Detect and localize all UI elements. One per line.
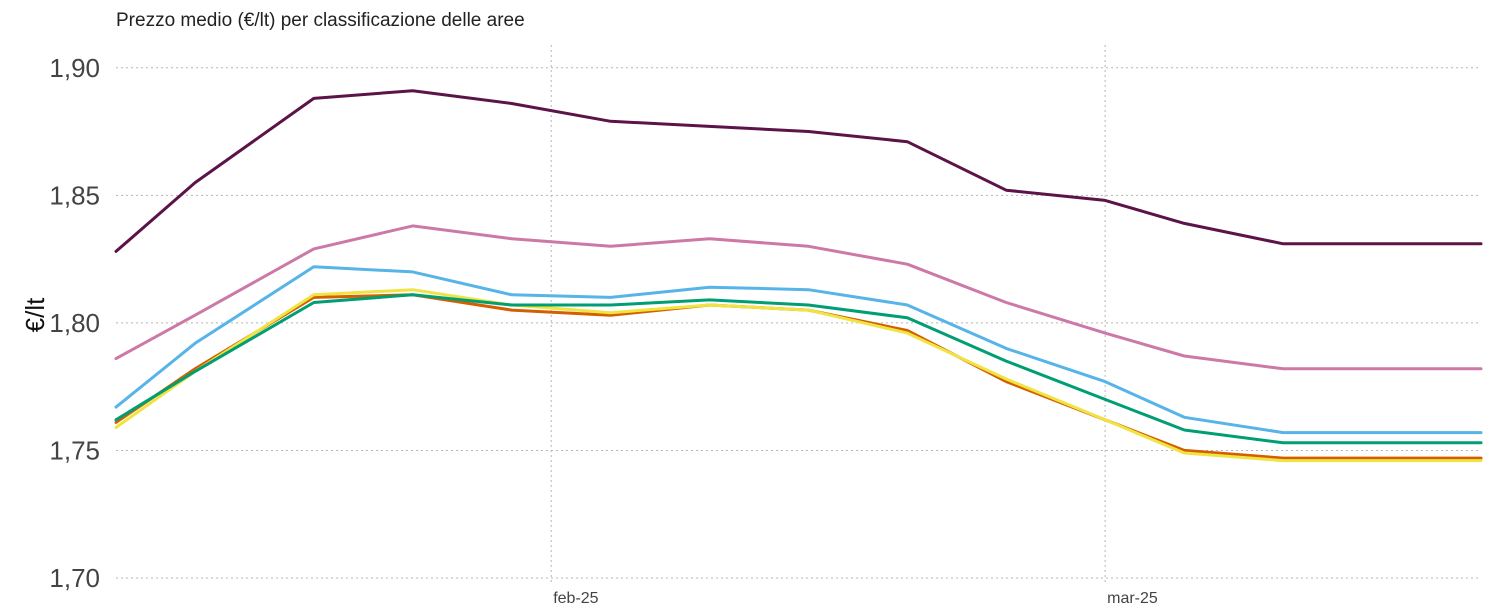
y-tick-label: 1,85 [49,180,100,210]
series-line-6 [114,293,1483,445]
series-line-4 [114,293,1483,460]
grid [116,45,1481,582]
y-tick-label: 1,80 [49,308,100,338]
x-axis-ticks: feb-25 mar-25 [553,590,1158,607]
y-tick-label: 1,75 [49,435,100,465]
series-line-3 [114,265,1483,435]
series-line-2 [114,224,1483,371]
y-tick-label: 1,70 [49,563,100,593]
y-tick-label: 1,90 [49,53,100,83]
series-lines [114,89,1483,463]
series-line-5 [114,288,1483,463]
x-tick-label: feb-25 [553,590,598,607]
y-axis-ticks: 1,70 1,75 1,80 1,85 1,90 [49,53,100,593]
series-line-1 [114,89,1483,253]
y-axis-label: €/lt [20,297,50,332]
x-tick-label: mar-25 [1107,590,1158,607]
chart-title: Prezzo medio (€/lt) per classificazione … [116,10,525,31]
